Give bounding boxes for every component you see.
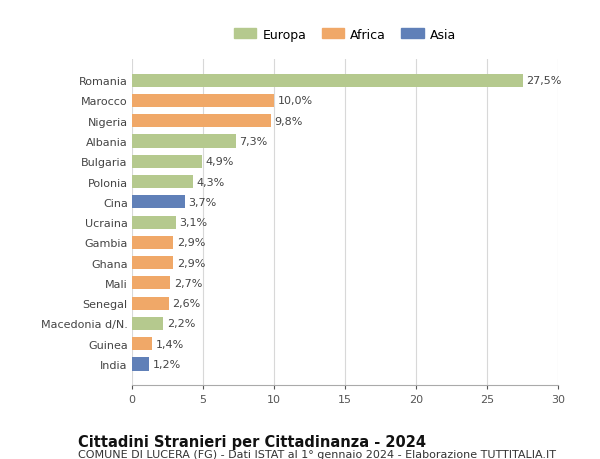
- Bar: [132, 358, 149, 371]
- Text: 2,2%: 2,2%: [167, 319, 195, 329]
- Text: 2,7%: 2,7%: [174, 278, 202, 288]
- Bar: [132, 196, 185, 209]
- Bar: [132, 74, 523, 88]
- Bar: [132, 277, 170, 290]
- Text: 3,1%: 3,1%: [179, 218, 208, 228]
- Text: 3,7%: 3,7%: [188, 197, 217, 207]
- Bar: [132, 115, 271, 128]
- Text: 1,2%: 1,2%: [152, 359, 181, 369]
- Bar: [132, 257, 173, 269]
- Bar: [132, 176, 193, 189]
- Text: 27,5%: 27,5%: [526, 76, 562, 86]
- Legend: Europa, Africa, Asia: Europa, Africa, Asia: [229, 23, 461, 46]
- Text: Cittadini Stranieri per Cittadinanza - 2024: Cittadini Stranieri per Cittadinanza - 2…: [78, 434, 426, 449]
- Text: 2,9%: 2,9%: [177, 238, 205, 248]
- Bar: [132, 95, 274, 108]
- Text: 1,4%: 1,4%: [155, 339, 184, 349]
- Text: 9,8%: 9,8%: [275, 117, 303, 127]
- Text: 7,3%: 7,3%: [239, 137, 268, 147]
- Bar: [132, 236, 173, 249]
- Text: COMUNE DI LUCERA (FG) - Dati ISTAT al 1° gennaio 2024 - Elaborazione TUTTITALIA.: COMUNE DI LUCERA (FG) - Dati ISTAT al 1°…: [78, 449, 556, 459]
- Bar: [132, 337, 152, 351]
- Bar: [132, 156, 202, 168]
- Bar: [132, 317, 163, 330]
- Bar: [132, 297, 169, 310]
- Text: 2,6%: 2,6%: [172, 298, 201, 308]
- Text: 2,9%: 2,9%: [177, 258, 205, 268]
- Text: 4,9%: 4,9%: [205, 157, 233, 167]
- Bar: [132, 216, 176, 229]
- Text: 4,3%: 4,3%: [197, 177, 225, 187]
- Text: 10,0%: 10,0%: [278, 96, 313, 106]
- Bar: [132, 135, 236, 148]
